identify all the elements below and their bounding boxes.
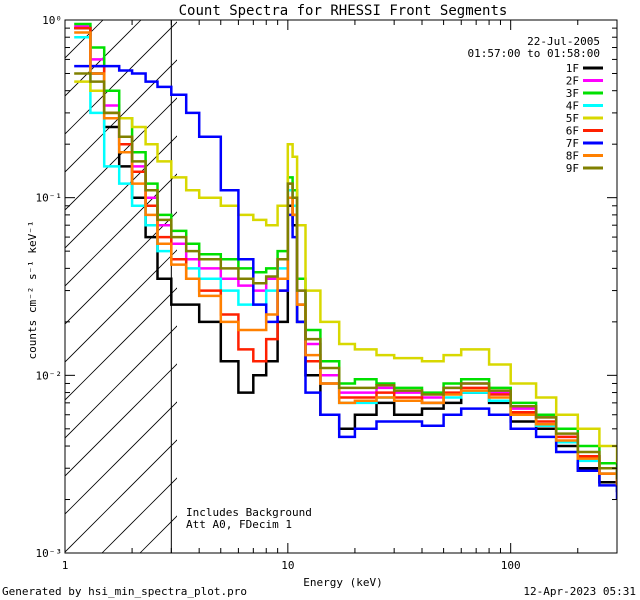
x-axis-label: Energy (keV) [303,576,382,589]
y-tick-label: 10⁻³ [36,547,63,560]
legend-label-2F: 2F [566,75,579,88]
legend-label-3F: 3F [566,87,579,100]
legend-label-9F: 9F [566,162,579,175]
plot-frame [64,19,618,554]
hatch-line [65,439,177,553]
legend-label-7F: 7F [566,137,579,150]
hatch-line [65,59,177,173]
legend-label-4F: 4F [566,100,579,113]
hatch-line [65,211,177,325]
axes: 1 10 100 10⁻³ 10⁻² 10⁻¹ 10⁰ [36,14,617,572]
x-tick-label: 1 [62,559,69,572]
y-tick-label: 10⁰ [42,14,62,27]
chart-title: Count Spectra for RHESSI Front Segments [179,3,508,19]
hatch-line [65,401,177,515]
legend-label-8F: 8F [566,150,579,163]
hatch-line [65,173,177,287]
hatch-line [65,287,177,401]
footer-generated-by: Generated by hsi_min_spectra_plot.pro [2,585,247,598]
series-line-9F [74,72,617,480]
time-range-label: 01:57:00 to 01:58:00 [468,47,600,60]
y-tick-label: 10⁻¹ [36,192,63,205]
annotation-background: Includes Background [186,506,312,519]
hatch-line [65,249,177,363]
x-tick-label: 10 [281,559,294,572]
legend-label-6F: 6F [566,125,579,138]
legend-label-1F: 1F [566,62,579,75]
hatch-line [65,363,177,477]
hatch-line [65,20,104,59]
y-axis-label: counts cm⁻² s⁻¹ keV⁻¹ [26,220,39,359]
date-label: 22-Jul-2005 [527,35,600,48]
annotation-attenuator: Att A0, FDecim 1 [186,518,292,531]
hatch-line [65,97,177,211]
series-layer [74,22,617,500]
y-tick-label: 10⁻² [36,369,63,382]
series-line-5F [74,80,617,464]
background-hatch-region [65,20,177,553]
series-line-7F [74,64,617,500]
legend-label-5F: 5F [566,112,579,125]
hatch-line [101,477,177,553]
footer-timestamp: 12-Apr-2023 05:31 [523,585,636,598]
x-tick-label: 100 [501,559,521,572]
